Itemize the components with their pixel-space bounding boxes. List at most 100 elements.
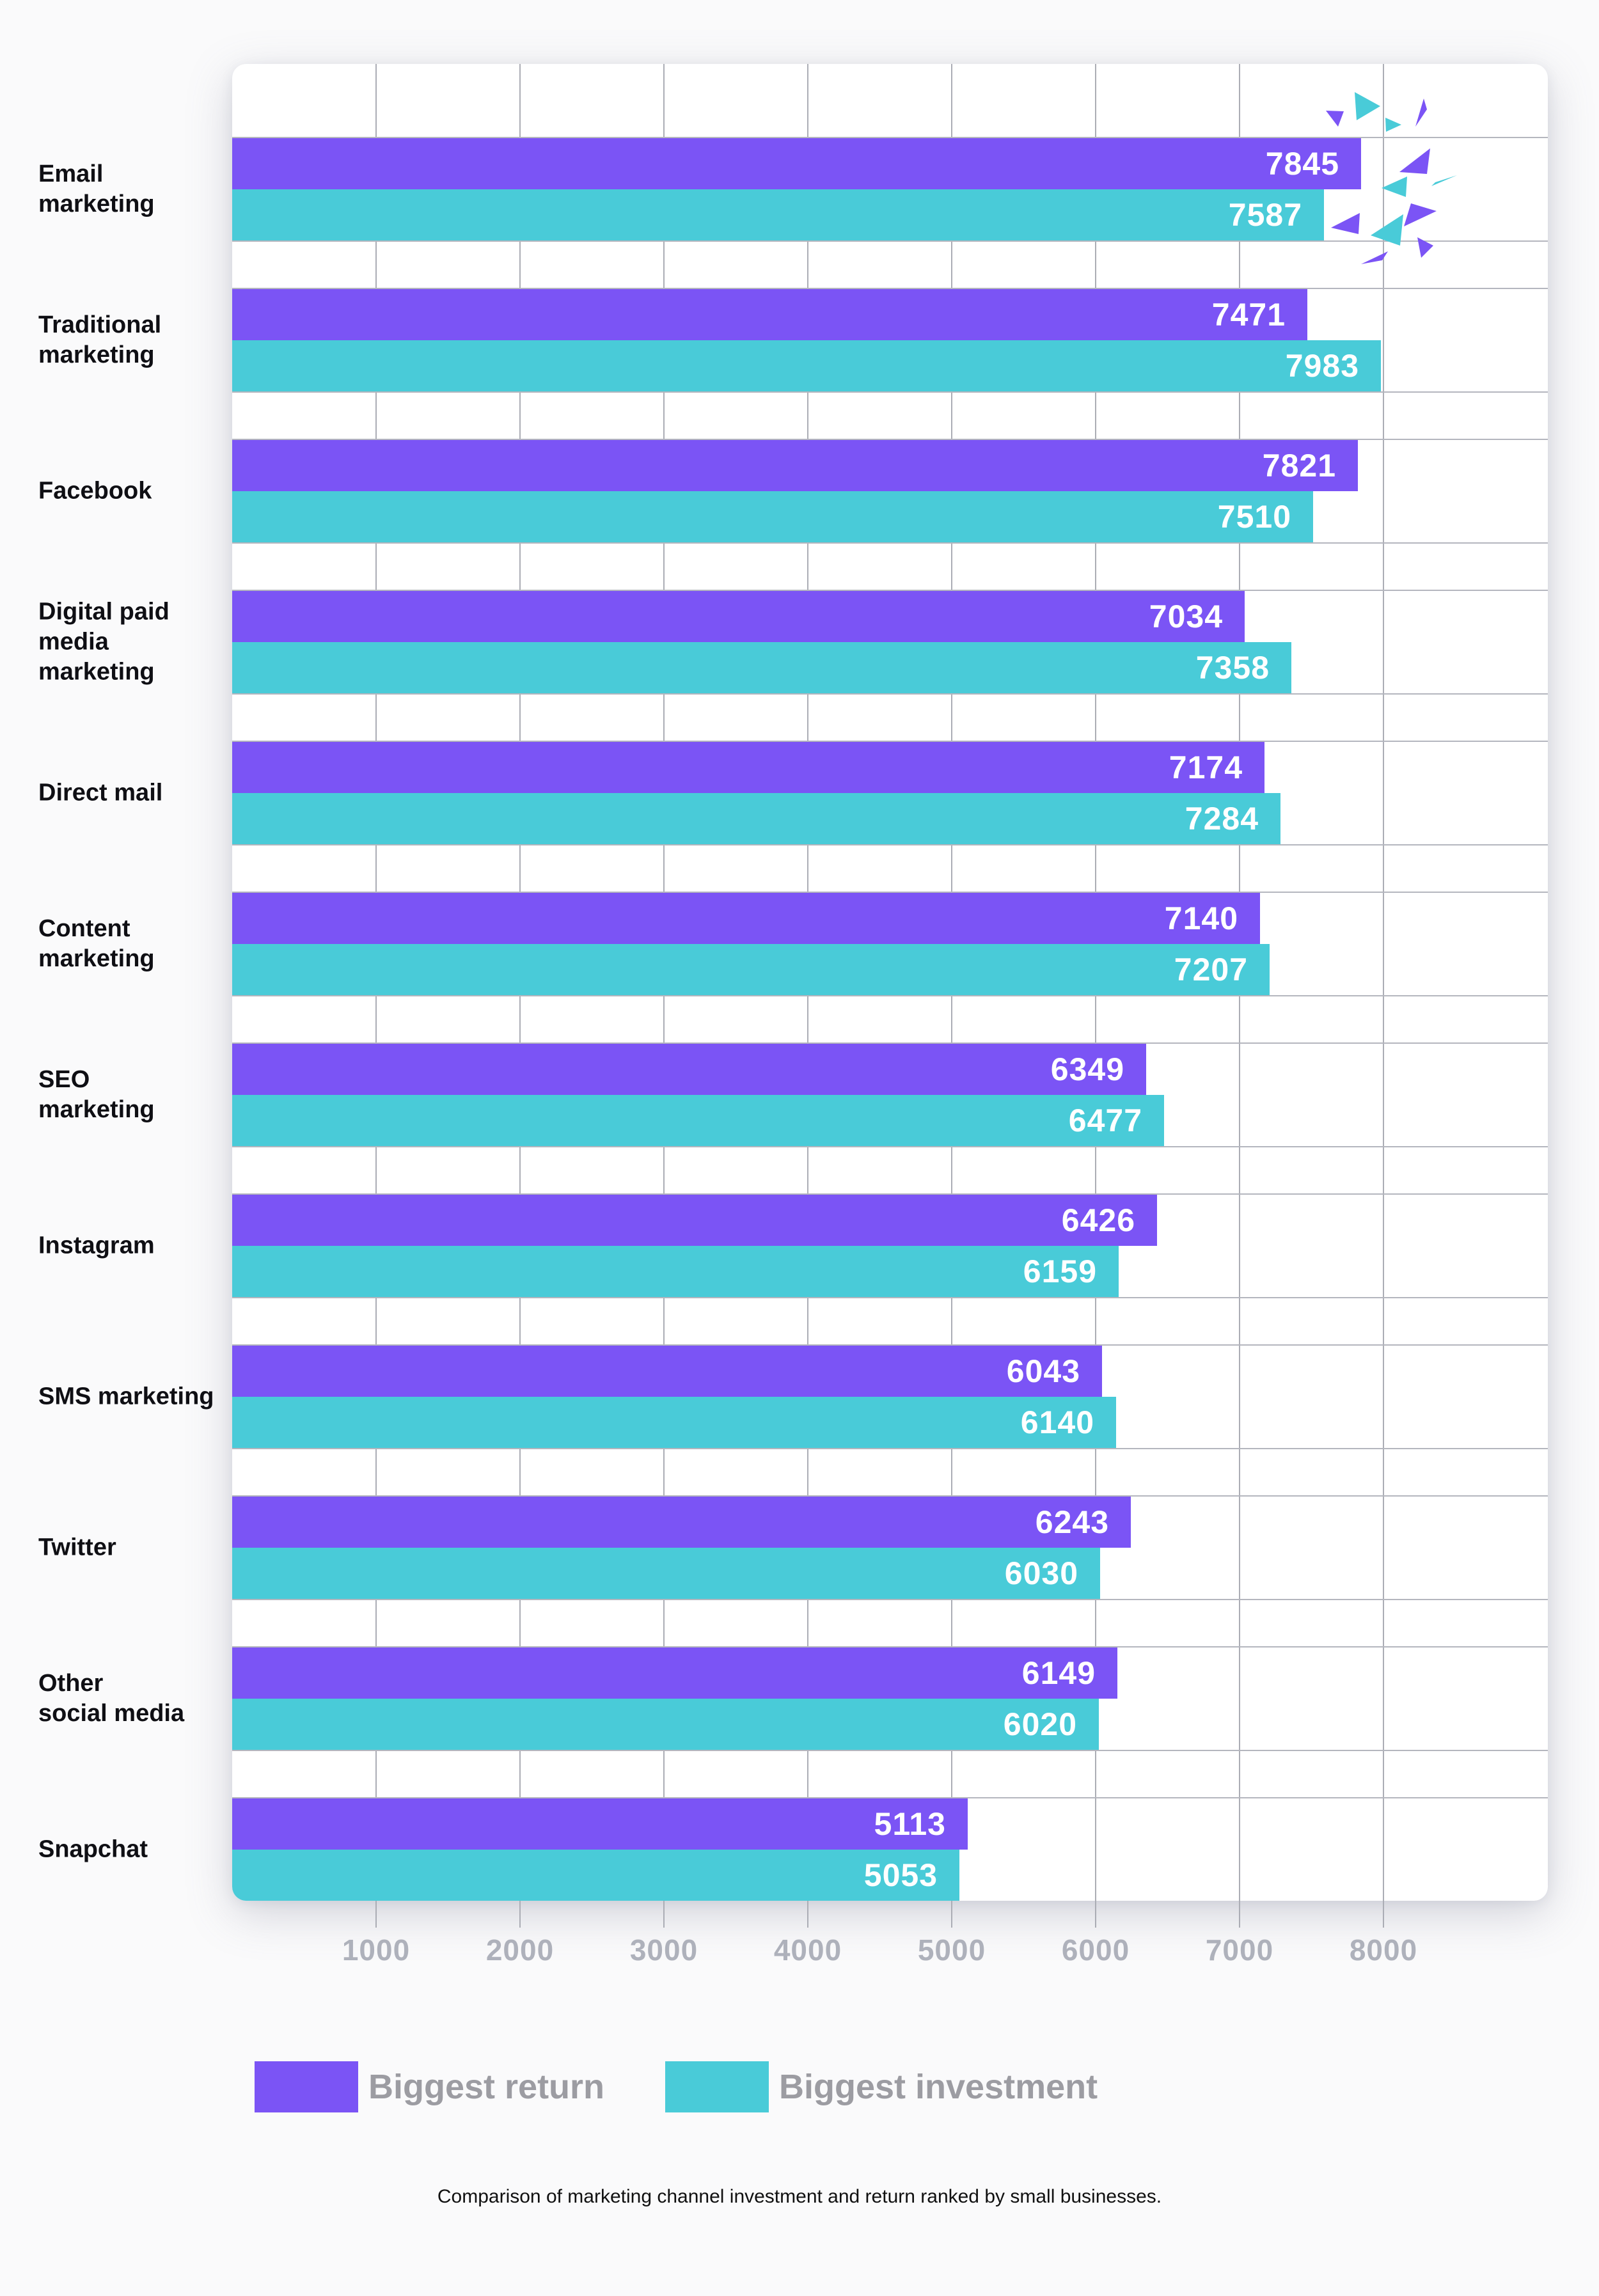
return-bar: 7821 xyxy=(232,440,1358,491)
category-label-line: SEO xyxy=(38,1066,90,1093)
category-label-line: media marketing xyxy=(38,628,155,686)
return-bar: 7845 xyxy=(232,138,1361,189)
tick-label-6000: 6000 xyxy=(1061,1933,1130,1967)
gridline-8000 xyxy=(1383,64,1384,1901)
bar-value-label: 7587 xyxy=(1228,197,1302,233)
bar-group: 6149 6020 xyxy=(232,1646,1548,1751)
tick-label-7000: 7000 xyxy=(1205,1933,1274,1967)
tickmark-1000 xyxy=(375,1901,377,1928)
bar-value-label: 7821 xyxy=(1262,448,1336,484)
investment-bar: 6020 xyxy=(232,1699,1099,1750)
category-label-line: Direct mail xyxy=(38,779,163,806)
bar-value-label: 6159 xyxy=(1023,1254,1097,1289)
investment-bar: 6159 xyxy=(232,1246,1119,1297)
return-bar: 7034 xyxy=(232,591,1245,642)
tick-label-1000: 1000 xyxy=(342,1933,411,1967)
chart-caption: Comparison of marketing channel investme… xyxy=(437,2186,1162,2207)
legend-item-return: Biggest return xyxy=(255,2061,604,2112)
category-label-line: Snapchat xyxy=(38,1836,148,1863)
investment-bar: 6140 xyxy=(232,1397,1116,1448)
tickmark-2000 xyxy=(519,1901,521,1928)
investment-bar: 7358 xyxy=(232,642,1291,693)
category-label-line: social media xyxy=(38,1700,185,1727)
bar-group: 6426 6159 xyxy=(232,1193,1548,1298)
confetti-burst-icon xyxy=(1326,92,1457,264)
tickmark-5000 xyxy=(951,1901,952,1928)
bar-value-label: 7140 xyxy=(1164,900,1238,936)
bar-value-label: 6349 xyxy=(1050,1051,1124,1087)
bar-value-label: 7034 xyxy=(1149,599,1223,634)
investment-color-swatch xyxy=(665,2061,769,2112)
bar-group: 7471 7983 xyxy=(232,288,1548,393)
bar-value-label: 7845 xyxy=(1265,146,1339,182)
category-label: Email marketing xyxy=(38,159,228,219)
return-bar: 6149 xyxy=(232,1647,1117,1699)
category-label-line: marketing xyxy=(38,191,155,217)
category-label: Snapchat xyxy=(38,1835,228,1865)
bar-group: 7845 7587 xyxy=(232,137,1548,242)
category-label-line: SMS marketing xyxy=(38,1383,214,1410)
bar-value-label: 6243 xyxy=(1035,1504,1109,1540)
tickmark-3000 xyxy=(663,1901,665,1928)
chart-legend: Biggest return Biggest investment xyxy=(0,2061,1599,2112)
bar-value-label: 7471 xyxy=(1211,297,1286,333)
category-label: Digital paid media marketing xyxy=(38,597,228,688)
category-label: Content marketing xyxy=(38,914,228,974)
category-label-line: Digital paid xyxy=(38,598,169,625)
investment-bar: 7510 xyxy=(232,491,1313,542)
bar-group: 6349 6477 xyxy=(232,1042,1548,1147)
legend-label-return: Biggest return xyxy=(368,2068,605,2106)
tickmark-4000 xyxy=(807,1901,808,1928)
bar-value-label: 6020 xyxy=(1003,1706,1077,1742)
category-label-line: Instagram xyxy=(38,1232,155,1259)
bar-value-label: 6140 xyxy=(1020,1404,1094,1440)
bar-value-label: 7358 xyxy=(1195,650,1270,686)
bar-value-label: 7510 xyxy=(1217,499,1291,535)
investment-bar: 7284 xyxy=(232,793,1280,844)
return-bar: 6243 xyxy=(232,1497,1131,1548)
bar-group: 7174 7284 xyxy=(232,741,1548,845)
investment-bar: 7207 xyxy=(232,944,1270,995)
bar-value-label: 6030 xyxy=(1004,1555,1078,1591)
category-label-line: Facebook xyxy=(38,477,152,505)
tick-label-8000: 8000 xyxy=(1349,1933,1418,1967)
legend-item-investment: Biggest investment xyxy=(665,2061,1098,2112)
tick-label-3000: 3000 xyxy=(629,1933,698,1967)
bar-group: 7140 7207 xyxy=(232,892,1548,996)
category-label-line: marketing xyxy=(38,945,155,972)
category-label: Instagram xyxy=(38,1231,228,1261)
investment-bar: 7983 xyxy=(232,340,1381,391)
category-label-line: Other xyxy=(38,1670,104,1697)
category-label: SEO marketing xyxy=(38,1065,228,1125)
category-label: Direct mail xyxy=(38,778,228,808)
bar-value-label: 6477 xyxy=(1068,1103,1142,1138)
bar-group: 6243 6030 xyxy=(232,1495,1548,1600)
tick-label-2000: 2000 xyxy=(485,1933,555,1967)
investment-bar: 6477 xyxy=(232,1095,1164,1146)
bar-value-label: 6426 xyxy=(1061,1202,1135,1238)
investment-bar: 7587 xyxy=(232,189,1324,240)
category-label: Traditional marketing xyxy=(38,310,228,370)
category-label-line: Email xyxy=(38,161,104,187)
category-label-line: Content xyxy=(38,915,130,942)
bar-value-label: 5113 xyxy=(874,1806,946,1842)
bar-value-label: 7284 xyxy=(1185,801,1259,837)
return-bar: 5113 xyxy=(232,1798,968,1850)
tick-label-4000: 4000 xyxy=(773,1933,842,1967)
category-label: Other social media xyxy=(38,1669,228,1729)
return-bar: 7140 xyxy=(232,893,1260,944)
tick-label-5000: 5000 xyxy=(917,1933,986,1967)
bar-value-label: 6149 xyxy=(1021,1655,1096,1691)
bar-value-label: 7174 xyxy=(1169,750,1243,785)
return-color-swatch xyxy=(255,2061,358,2112)
category-label: Twitter xyxy=(38,1533,228,1563)
investment-bar: 5053 xyxy=(232,1850,959,1901)
category-label-line: marketing xyxy=(38,1096,155,1123)
return-bar: 7174 xyxy=(232,742,1264,793)
bar-value-label: 6043 xyxy=(1006,1353,1080,1389)
bar-value-label: 7207 xyxy=(1174,952,1248,987)
bar-group: 6043 6140 xyxy=(232,1344,1548,1449)
category-label: SMS marketing xyxy=(38,1382,228,1412)
bar-value-label: 7983 xyxy=(1285,348,1359,384)
